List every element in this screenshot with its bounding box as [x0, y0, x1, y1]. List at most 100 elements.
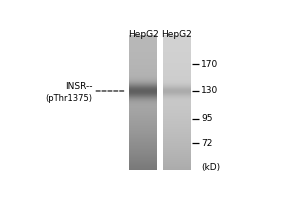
Bar — [163, 139, 191, 140]
Bar — [129, 46, 157, 47]
Bar — [163, 160, 191, 161]
Bar — [129, 104, 157, 105]
Text: 72: 72 — [201, 139, 213, 148]
Bar — [129, 111, 157, 112]
Bar — [163, 117, 191, 118]
Bar — [129, 92, 157, 93]
Bar — [163, 42, 191, 43]
Bar — [129, 72, 157, 73]
Bar — [163, 101, 191, 102]
Bar — [163, 142, 191, 143]
Bar — [129, 100, 157, 101]
Bar — [163, 114, 191, 115]
Bar — [163, 47, 191, 48]
Bar — [163, 106, 191, 107]
Bar — [129, 81, 157, 82]
Bar — [163, 64, 191, 65]
Bar — [129, 131, 157, 132]
Bar — [129, 55, 157, 56]
Bar — [129, 45, 157, 46]
Bar — [129, 160, 157, 161]
Bar — [163, 46, 191, 47]
Bar — [163, 138, 191, 139]
Bar — [129, 36, 157, 37]
Bar — [163, 74, 191, 75]
Bar — [129, 101, 157, 102]
Bar — [163, 136, 191, 137]
Bar — [129, 142, 157, 143]
Bar — [163, 169, 191, 170]
Bar — [163, 75, 191, 76]
Bar — [163, 67, 191, 68]
Bar — [163, 83, 191, 84]
Bar — [163, 111, 191, 112]
Bar — [163, 99, 191, 100]
Bar — [163, 63, 191, 64]
Text: HepG2: HepG2 — [128, 30, 159, 39]
Bar — [129, 145, 157, 146]
Bar — [129, 61, 157, 62]
Bar — [163, 82, 191, 83]
Bar — [163, 45, 191, 46]
Bar — [163, 71, 191, 72]
Bar — [129, 87, 157, 88]
Bar — [129, 39, 157, 40]
Bar — [163, 61, 191, 62]
Bar — [163, 116, 191, 117]
Bar — [163, 144, 191, 145]
Bar — [129, 74, 157, 75]
Bar — [163, 148, 191, 149]
Bar — [129, 164, 157, 165]
Bar — [163, 40, 191, 41]
Bar — [129, 94, 157, 95]
Bar — [129, 136, 157, 137]
Bar — [163, 143, 191, 144]
Bar — [163, 150, 191, 151]
Bar — [163, 123, 191, 124]
Bar — [163, 163, 191, 164]
Bar — [163, 154, 191, 155]
Bar — [163, 133, 191, 134]
Bar — [163, 161, 191, 162]
Bar — [129, 62, 157, 63]
Text: 95: 95 — [201, 114, 213, 123]
Bar — [163, 95, 191, 96]
Bar — [129, 110, 157, 111]
Bar — [129, 77, 157, 78]
Bar — [129, 98, 157, 99]
Bar — [129, 53, 157, 54]
Bar — [129, 138, 157, 139]
Bar — [129, 56, 157, 57]
Bar — [129, 54, 157, 55]
Bar — [129, 42, 157, 43]
Bar — [163, 118, 191, 119]
Bar — [163, 49, 191, 50]
Bar — [129, 50, 157, 51]
Bar — [129, 78, 157, 79]
Bar — [163, 68, 191, 69]
Bar — [129, 115, 157, 116]
Bar — [163, 55, 191, 56]
Bar — [129, 44, 157, 45]
Bar — [163, 70, 191, 71]
Bar — [129, 91, 157, 92]
Bar — [129, 152, 157, 153]
Bar — [129, 122, 157, 123]
Bar — [129, 80, 157, 81]
Bar — [163, 53, 191, 54]
Bar — [163, 159, 191, 160]
Bar — [129, 82, 157, 83]
Bar — [163, 88, 191, 89]
Bar — [163, 128, 191, 129]
Bar — [129, 90, 157, 91]
Bar — [129, 114, 157, 115]
Bar — [129, 123, 157, 124]
Bar — [163, 102, 191, 103]
Bar — [163, 35, 191, 36]
Bar — [163, 135, 191, 136]
Bar — [129, 169, 157, 170]
Bar — [163, 91, 191, 92]
Bar — [129, 141, 157, 142]
Bar — [129, 41, 157, 42]
Bar — [163, 152, 191, 153]
